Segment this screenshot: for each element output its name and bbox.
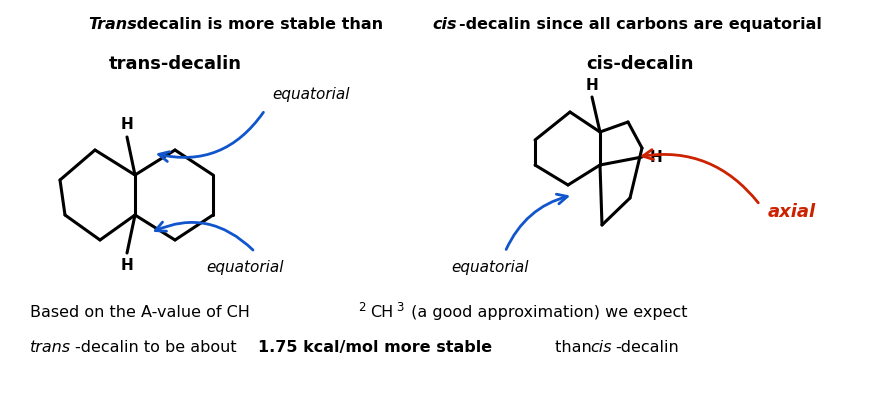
Text: cis: cis	[590, 340, 612, 355]
Text: equatorial: equatorial	[272, 87, 349, 102]
Text: Trans: Trans	[88, 17, 137, 32]
Text: -decalin: -decalin	[615, 340, 679, 355]
Text: H: H	[585, 78, 598, 93]
Text: than: than	[550, 340, 597, 355]
Text: trans-decalin: trans-decalin	[109, 55, 241, 73]
Text: H: H	[650, 150, 663, 164]
Text: 3: 3	[396, 301, 403, 314]
Text: equatorial: equatorial	[206, 260, 284, 275]
Text: 2: 2	[358, 301, 365, 314]
Text: -decalin is more stable than: -decalin is more stable than	[130, 17, 389, 32]
Text: Based on the A-value of CH: Based on the A-value of CH	[30, 305, 250, 320]
Text: trans: trans	[30, 340, 71, 355]
Text: -decalin to be about: -decalin to be about	[75, 340, 241, 355]
Text: equatorial: equatorial	[451, 260, 529, 275]
Text: cis: cis	[432, 17, 456, 32]
Text: 1.75 kcal/mol more stable: 1.75 kcal/mol more stable	[258, 340, 492, 355]
Text: (a good approximation) we expect: (a good approximation) we expect	[406, 305, 688, 320]
Text: H: H	[120, 258, 133, 273]
Text: cis-decalin: cis-decalin	[586, 55, 694, 73]
Text: CH: CH	[370, 305, 393, 320]
Text: H: H	[120, 117, 133, 132]
Text: axial: axial	[768, 203, 816, 221]
Text: -decalin since all carbons are equatorial: -decalin since all carbons are equatoria…	[459, 17, 822, 32]
